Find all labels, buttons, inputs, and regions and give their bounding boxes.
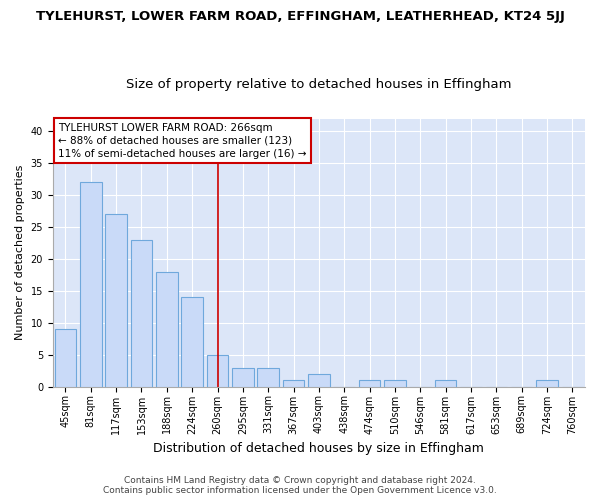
Bar xyxy=(308,374,329,386)
Bar xyxy=(359,380,380,386)
Bar xyxy=(257,368,279,386)
Bar xyxy=(131,240,152,386)
Bar xyxy=(55,329,76,386)
Bar xyxy=(283,380,304,386)
Bar xyxy=(232,368,254,386)
Bar xyxy=(536,380,558,386)
Bar xyxy=(106,214,127,386)
X-axis label: Distribution of detached houses by size in Effingham: Distribution of detached houses by size … xyxy=(154,442,484,455)
Bar xyxy=(156,272,178,386)
Bar xyxy=(384,380,406,386)
Text: Contains HM Land Registry data © Crown copyright and database right 2024.
Contai: Contains HM Land Registry data © Crown c… xyxy=(103,476,497,495)
Text: TYLEHURST, LOWER FARM ROAD, EFFINGHAM, LEATHERHEAD, KT24 5JJ: TYLEHURST, LOWER FARM ROAD, EFFINGHAM, L… xyxy=(35,10,565,23)
Y-axis label: Number of detached properties: Number of detached properties xyxy=(15,165,25,340)
Bar xyxy=(181,298,203,386)
Title: Size of property relative to detached houses in Effingham: Size of property relative to detached ho… xyxy=(126,78,512,91)
Bar xyxy=(80,182,101,386)
Text: TYLEHURST LOWER FARM ROAD: 266sqm
← 88% of detached houses are smaller (123)
11%: TYLEHURST LOWER FARM ROAD: 266sqm ← 88% … xyxy=(58,122,307,159)
Bar xyxy=(435,380,457,386)
Bar xyxy=(207,354,228,386)
